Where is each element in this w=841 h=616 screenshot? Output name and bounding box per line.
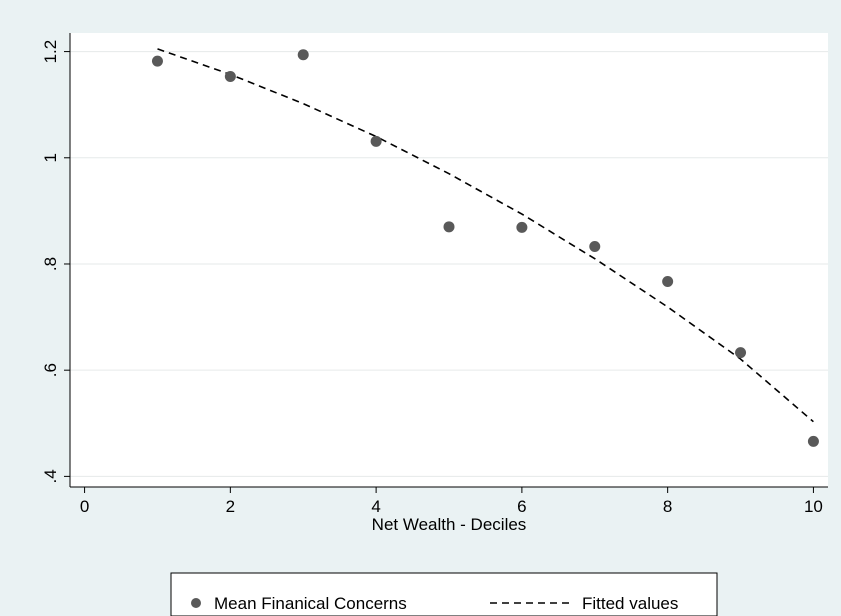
series-layer (151, 48, 819, 447)
y-tick-label: .8 (41, 257, 60, 271)
y-tick-label: 1 (41, 153, 60, 162)
fitted-values-line (157, 48, 814, 423)
scatter-point (443, 221, 455, 233)
legend-box (170, 572, 718, 616)
scatter-point (735, 347, 747, 359)
scatter-point (224, 71, 236, 83)
x-tick-label: 0 (80, 497, 89, 516)
scatter-point (516, 221, 528, 233)
x-tick-label: 10 (804, 497, 823, 516)
ticks-layer: .4 .6 .8 1 1.2 0 2 4 6 8 10 (41, 40, 823, 516)
scatter-point (589, 240, 601, 252)
scatter-point (807, 435, 819, 447)
scatter-point (297, 49, 309, 61)
y-tick-label: 1.2 (41, 40, 60, 64)
legend-label-line: Fitted values (582, 594, 678, 613)
y-tick-label: .6 (41, 363, 60, 377)
x-tick-label: 2 (226, 497, 235, 516)
legend: Mean Finanical Concerns Fitted values (170, 572, 718, 616)
legend-label-scatter: Mean Finanical Concerns (214, 594, 407, 613)
scatter-point (151, 55, 163, 67)
scatter-point (370, 135, 382, 147)
x-axis-title: Net Wealth - Deciles (372, 515, 527, 534)
y-tick-label: .4 (41, 469, 60, 483)
plot-region (70, 33, 828, 487)
legend-marker-scatter (191, 598, 201, 608)
x-tick-label: 8 (663, 497, 672, 516)
scatter-point (662, 276, 674, 288)
x-tick-label: 4 (371, 497, 380, 516)
grid-layer (70, 51, 828, 477)
axis-layer (69, 33, 828, 488)
x-tick-label: 6 (517, 497, 526, 516)
